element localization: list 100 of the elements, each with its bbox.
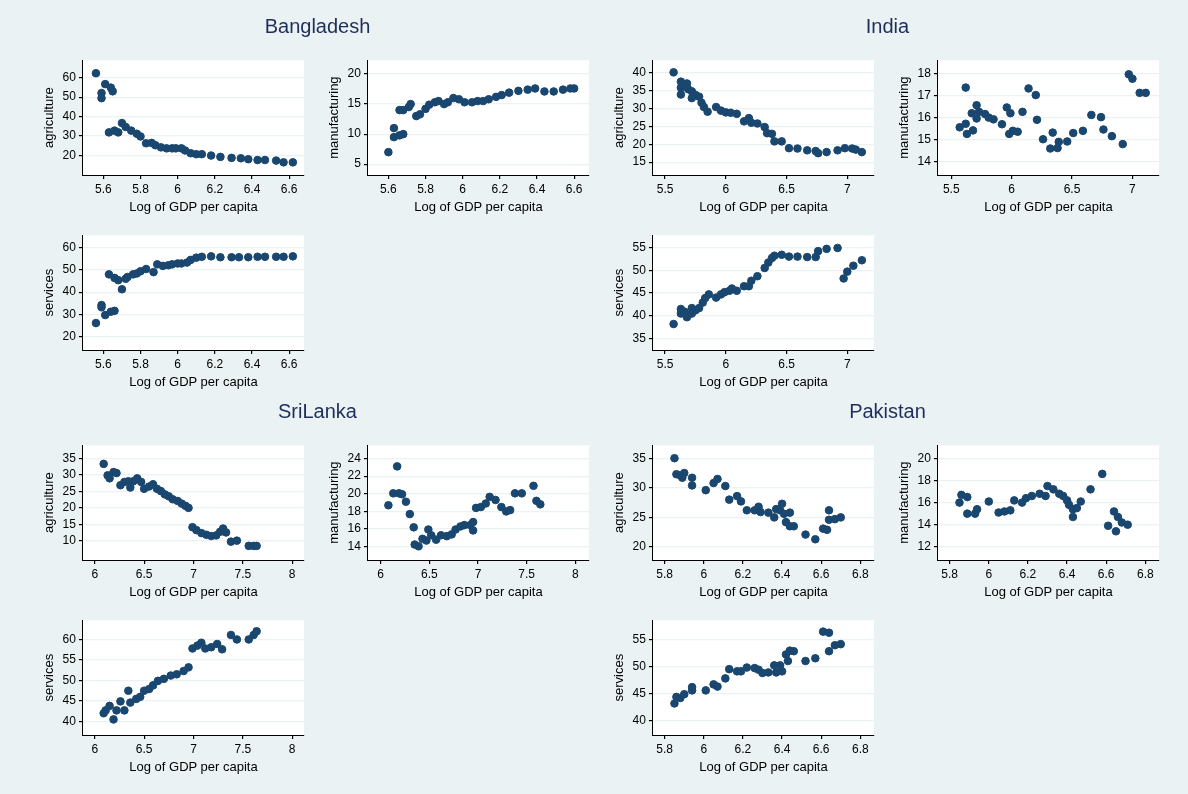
y-tick-label: 14 (917, 516, 932, 531)
x-tick-label: 6.5 (135, 566, 153, 581)
x-tick-label: 6 (985, 566, 993, 581)
y-tick-label: 20 (62, 147, 77, 162)
y-tick-label: 16 (917, 109, 932, 124)
y-tick-label: 22 (347, 468, 362, 483)
x-axis-title: Log of GDP per capita (984, 198, 1114, 214)
y-tick-label: 60 (62, 70, 77, 85)
y-axis-title: services (41, 653, 57, 702)
y-tick-label: 45 (632, 685, 647, 700)
x-tick-label: 6.2 (206, 181, 224, 196)
x-tick-label: 5.6 (95, 181, 113, 196)
y-axis-title: manufacturing (326, 461, 342, 544)
x-tick-label: 5.6 (380, 181, 398, 196)
y-tick-label: 40 (632, 65, 647, 80)
x-tick-label: 6 (722, 181, 730, 196)
y-tick-label: 55 (632, 631, 647, 646)
y-tick-label: 15 (917, 131, 932, 146)
y-tick-label: 5 (354, 156, 362, 171)
x-tick-label: 6 (700, 566, 708, 581)
x-tick-label: 5.8 (941, 566, 959, 581)
y-tick-label: 30 (62, 306, 77, 321)
y-tick-label: 50 (632, 658, 647, 673)
x-tick-label: 5.8 (656, 566, 674, 581)
x-tick-label: 6 (174, 181, 182, 196)
y-tick-label: 30 (632, 100, 647, 115)
x-tick-label: 6 (1008, 181, 1016, 196)
y-tick-label: 15 (62, 516, 77, 531)
x-tick-label: 6 (91, 741, 99, 756)
x-tick-label: 6.5 (778, 356, 796, 371)
x-tick-label: 7 (843, 356, 851, 371)
y-axis-title: services (41, 268, 57, 317)
x-tick-label: 7 (1129, 181, 1137, 196)
x-tick-label: 5.6 (95, 356, 113, 371)
x-axis-title: Log of GDP per capita (129, 198, 259, 214)
y-tick-label: 50 (62, 672, 77, 687)
x-tick-label: 6.5 (135, 741, 153, 756)
x-tick-label: 6.4 (773, 566, 791, 581)
y-tick-label: 40 (62, 713, 77, 728)
y-tick-label: 20 (917, 450, 932, 465)
x-tick-label: 7 (190, 741, 198, 756)
x-tick-label: 8 (288, 566, 296, 581)
x-tick-label: 6.4 (1058, 566, 1076, 581)
x-tick-label: 5.5 (656, 181, 674, 196)
y-tick-label: 50 (62, 89, 77, 104)
x-tick-label: 6 (377, 566, 385, 581)
chart-title: Pakistan (848, 400, 927, 423)
y-axis-title: services (611, 268, 627, 317)
x-tick-label: 6.6 (1097, 566, 1115, 581)
x-tick-label: 7 (843, 181, 851, 196)
y-tick-label: 35 (632, 450, 647, 465)
x-tick-label: 6.8 (851, 741, 869, 756)
y-tick-label: 25 (62, 483, 77, 498)
y-tick-label: 40 (62, 284, 77, 299)
y-axis-title: manufacturing (896, 461, 912, 544)
x-axis-title: Log of GDP per capita (699, 758, 829, 774)
y-tick-label: 16 (917, 494, 932, 509)
x-tick-label: 6.2 (1019, 566, 1037, 581)
y-tick-label: 18 (917, 65, 932, 80)
y-tick-label: 14 (917, 154, 932, 169)
y-tick-label: 40 (632, 308, 647, 323)
y-tick-label: 55 (62, 652, 77, 667)
x-axis-title: Log of GDP per capita (699, 373, 829, 389)
y-tick-label: 20 (347, 66, 362, 81)
y-tick-label: 50 (632, 262, 647, 277)
x-tick-label: 6.6 (812, 566, 830, 581)
y-tick-label: 30 (632, 480, 647, 495)
y-tick-label: 45 (62, 693, 77, 708)
x-axis-title: Log of GDP per capita (129, 373, 259, 389)
y-tick-label: 20 (62, 500, 77, 515)
x-tick-label: 6.5 (778, 181, 796, 196)
y-tick-label: 40 (62, 108, 77, 123)
x-axis-title: Log of GDP per capita (699, 198, 829, 214)
x-axis-title: Log of GDP per capita (984, 583, 1114, 599)
x-tick-label: 7.5 (518, 566, 536, 581)
x-tick-label: 6.2 (206, 356, 224, 371)
y-tick-label: 10 (347, 126, 362, 141)
y-tick-label: 18 (917, 472, 932, 487)
x-tick-label: 6.6 (812, 741, 830, 756)
y-tick-label: 30 (62, 467, 77, 482)
y-tick-label: 50 (62, 262, 77, 277)
x-tick-label: 6 (174, 356, 182, 371)
x-tick-label: 6 (91, 566, 99, 581)
y-axis-title: manufacturing (896, 76, 912, 159)
y-tick-label: 35 (632, 82, 647, 97)
x-tick-label: 6 (700, 741, 708, 756)
x-tick-label: 5.8 (417, 181, 435, 196)
x-tick-label: 6.5 (420, 566, 438, 581)
y-axis-title: services (611, 653, 627, 702)
y-tick-label: 17 (917, 87, 932, 102)
y-tick-label: 20 (632, 136, 647, 151)
y-axis-title: agriculture (611, 87, 627, 148)
x-tick-label: 6.2 (491, 181, 509, 196)
x-tick-label: 6.8 (1136, 566, 1154, 581)
y-tick-label: 30 (62, 128, 77, 143)
x-tick-label: 5.8 (656, 741, 674, 756)
x-tick-label: 6.6 (280, 181, 298, 196)
x-tick-label: 6.6 (565, 181, 583, 196)
y-tick-label: 40 (632, 713, 647, 728)
x-tick-label: 6.4 (243, 356, 261, 371)
